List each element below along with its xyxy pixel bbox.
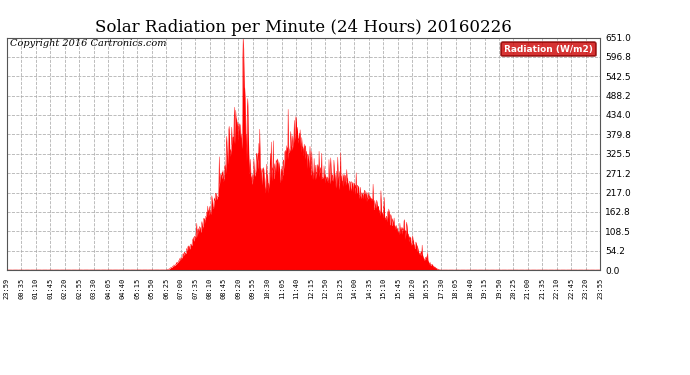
Text: Copyright 2016 Cartronics.com: Copyright 2016 Cartronics.com	[10, 39, 167, 48]
Title: Solar Radiation per Minute (24 Hours) 20160226: Solar Radiation per Minute (24 Hours) 20…	[95, 19, 512, 36]
Legend: Radiation (W/m2): Radiation (W/m2)	[502, 42, 595, 56]
